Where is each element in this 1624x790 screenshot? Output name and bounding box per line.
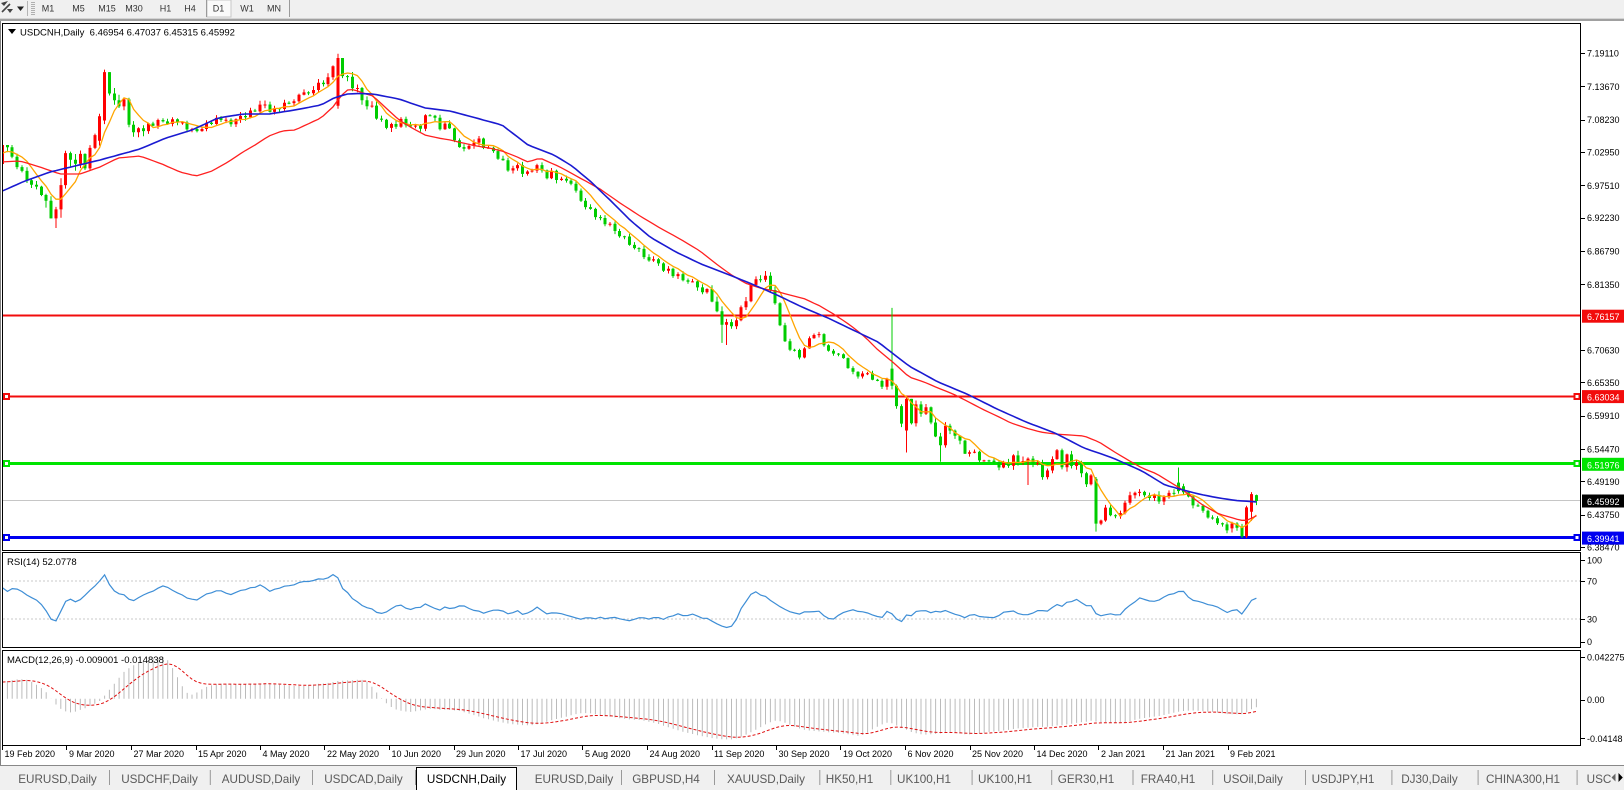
svg-text:6.86790: 6.86790 (1587, 247, 1620, 257)
svg-text:6.59910: 6.59910 (1587, 411, 1620, 421)
svg-text:EURUSD,Daily: EURUSD,Daily (535, 773, 614, 786)
svg-text:USDCAD,Daily: USDCAD,Daily (324, 773, 403, 786)
svg-text:100: 100 (1587, 556, 1602, 566)
svg-text:9 Mar 2020: 9 Mar 2020 (69, 749, 115, 759)
svg-text:USOil,Daily: USOil,Daily (1223, 773, 1283, 786)
svg-text:6.49190: 6.49190 (1587, 477, 1620, 487)
svg-text:6.38470: 6.38470 (1587, 543, 1620, 553)
svg-text:6.97510: 6.97510 (1587, 181, 1620, 191)
svg-text:4 May 2020: 4 May 2020 (263, 749, 310, 759)
svg-text:USDCHF,Daily: USDCHF,Daily (121, 773, 198, 786)
svg-text:M1: M1 (42, 4, 55, 14)
svg-text:21 Jan 2021: 21 Jan 2021 (1166, 749, 1216, 759)
svg-text:6 Nov 2020: 6 Nov 2020 (908, 749, 954, 759)
svg-text:6.65350: 6.65350 (1587, 378, 1620, 388)
svg-text:6.70630: 6.70630 (1587, 346, 1620, 356)
svg-text:6.92230: 6.92230 (1587, 213, 1620, 223)
svg-text:6.39941: 6.39941 (1587, 534, 1620, 544)
svg-text:-0.04148: -0.04148 (1587, 734, 1623, 744)
svg-text:XAUUSD,Daily: XAUUSD,Daily (727, 773, 805, 786)
svg-text:9 Feb 2021: 9 Feb 2021 (1230, 749, 1276, 759)
svg-text:22 May 2020: 22 May 2020 (327, 749, 379, 759)
svg-text:W1: W1 (240, 4, 254, 14)
svg-text:19 Oct 2020: 19 Oct 2020 (843, 749, 892, 759)
svg-text:USC: USC (1587, 773, 1612, 786)
svg-text:EURUSD,Daily: EURUSD,Daily (18, 773, 97, 786)
svg-text:M5: M5 (72, 4, 85, 14)
svg-text:0.00: 0.00 (1587, 695, 1605, 705)
svg-text:7.02950: 7.02950 (1587, 148, 1620, 158)
svg-text:7.19110: 7.19110 (1587, 49, 1619, 59)
svg-text:2 Jan 2021: 2 Jan 2021 (1101, 749, 1146, 759)
svg-text:6.54470: 6.54470 (1587, 445, 1620, 455)
svg-text:CHINA300,H1: CHINA300,H1 (1486, 773, 1560, 786)
svg-text:GBPUSD,H4: GBPUSD,H4 (632, 773, 700, 786)
svg-text:19 Feb 2020: 19 Feb 2020 (5, 749, 56, 759)
svg-text:H1: H1 (160, 4, 172, 14)
svg-text:6.45992: 6.45992 (1587, 497, 1620, 507)
svg-text:RSI(14) 52.0778: RSI(14) 52.0778 (7, 557, 77, 568)
svg-text:UK100,H1: UK100,H1 (897, 773, 951, 786)
svg-text:30: 30 (1587, 615, 1597, 625)
svg-text:17 Jul 2020: 17 Jul 2020 (521, 749, 568, 759)
svg-text:DJ30,Daily: DJ30,Daily (1401, 773, 1458, 786)
svg-text:10 Jun 2020: 10 Jun 2020 (392, 749, 442, 759)
svg-text:6.43750: 6.43750 (1587, 510, 1620, 520)
svg-text:6.51976: 6.51976 (1587, 460, 1620, 470)
svg-text:MN: MN (267, 4, 281, 14)
svg-text:70: 70 (1587, 577, 1597, 587)
svg-text:15 Apr 2020: 15 Apr 2020 (198, 749, 247, 759)
svg-text:USDJPY,H1: USDJPY,H1 (1312, 773, 1375, 786)
svg-text:6.81350: 6.81350 (1587, 280, 1620, 290)
svg-text:GER30,H1: GER30,H1 (1058, 773, 1115, 786)
svg-text:H4: H4 (184, 4, 196, 14)
svg-text:27 Mar 2020: 27 Mar 2020 (134, 749, 185, 759)
svg-text:11 Sep 2020: 11 Sep 2020 (714, 749, 764, 759)
svg-text:MACD(12,26,9) -0.009001 -0.014: MACD(12,26,9) -0.009001 -0.014838 (7, 655, 164, 666)
svg-text:0.042275: 0.042275 (1587, 653, 1624, 663)
svg-text:M15: M15 (98, 4, 116, 14)
svg-text:30 Sep 2020: 30 Sep 2020 (779, 749, 830, 759)
svg-text:M30: M30 (125, 4, 143, 14)
svg-text:D1: D1 (213, 4, 225, 14)
svg-text:24 Aug 2020: 24 Aug 2020 (650, 749, 701, 759)
svg-text:14 Dec 2020: 14 Dec 2020 (1037, 749, 1088, 759)
svg-text:FRA40,H1: FRA40,H1 (1141, 773, 1196, 786)
svg-text:AUDUSD,Daily: AUDUSD,Daily (222, 773, 301, 786)
svg-text:HK50,H1: HK50,H1 (826, 773, 873, 786)
svg-text:7.08230: 7.08230 (1587, 115, 1620, 125)
svg-text:0: 0 (1587, 637, 1592, 647)
svg-text:29 Jun 2020: 29 Jun 2020 (456, 749, 506, 759)
svg-text:7.13670: 7.13670 (1587, 82, 1620, 92)
svg-text:UK100,H1: UK100,H1 (978, 773, 1032, 786)
svg-text:25 Nov 2020: 25 Nov 2020 (972, 749, 1023, 759)
svg-text:USDCNH,Daily: USDCNH,Daily (427, 773, 506, 786)
svg-text:6.76157: 6.76157 (1587, 312, 1620, 322)
svg-text:USDCNH,Daily 6.46954 6.47037: USDCNH,Daily 6.46954 6.47037 6.45315 6.4… (20, 28, 235, 39)
svg-text:6.63034: 6.63034 (1587, 393, 1620, 403)
svg-text:5 Aug 2020: 5 Aug 2020 (585, 749, 631, 759)
